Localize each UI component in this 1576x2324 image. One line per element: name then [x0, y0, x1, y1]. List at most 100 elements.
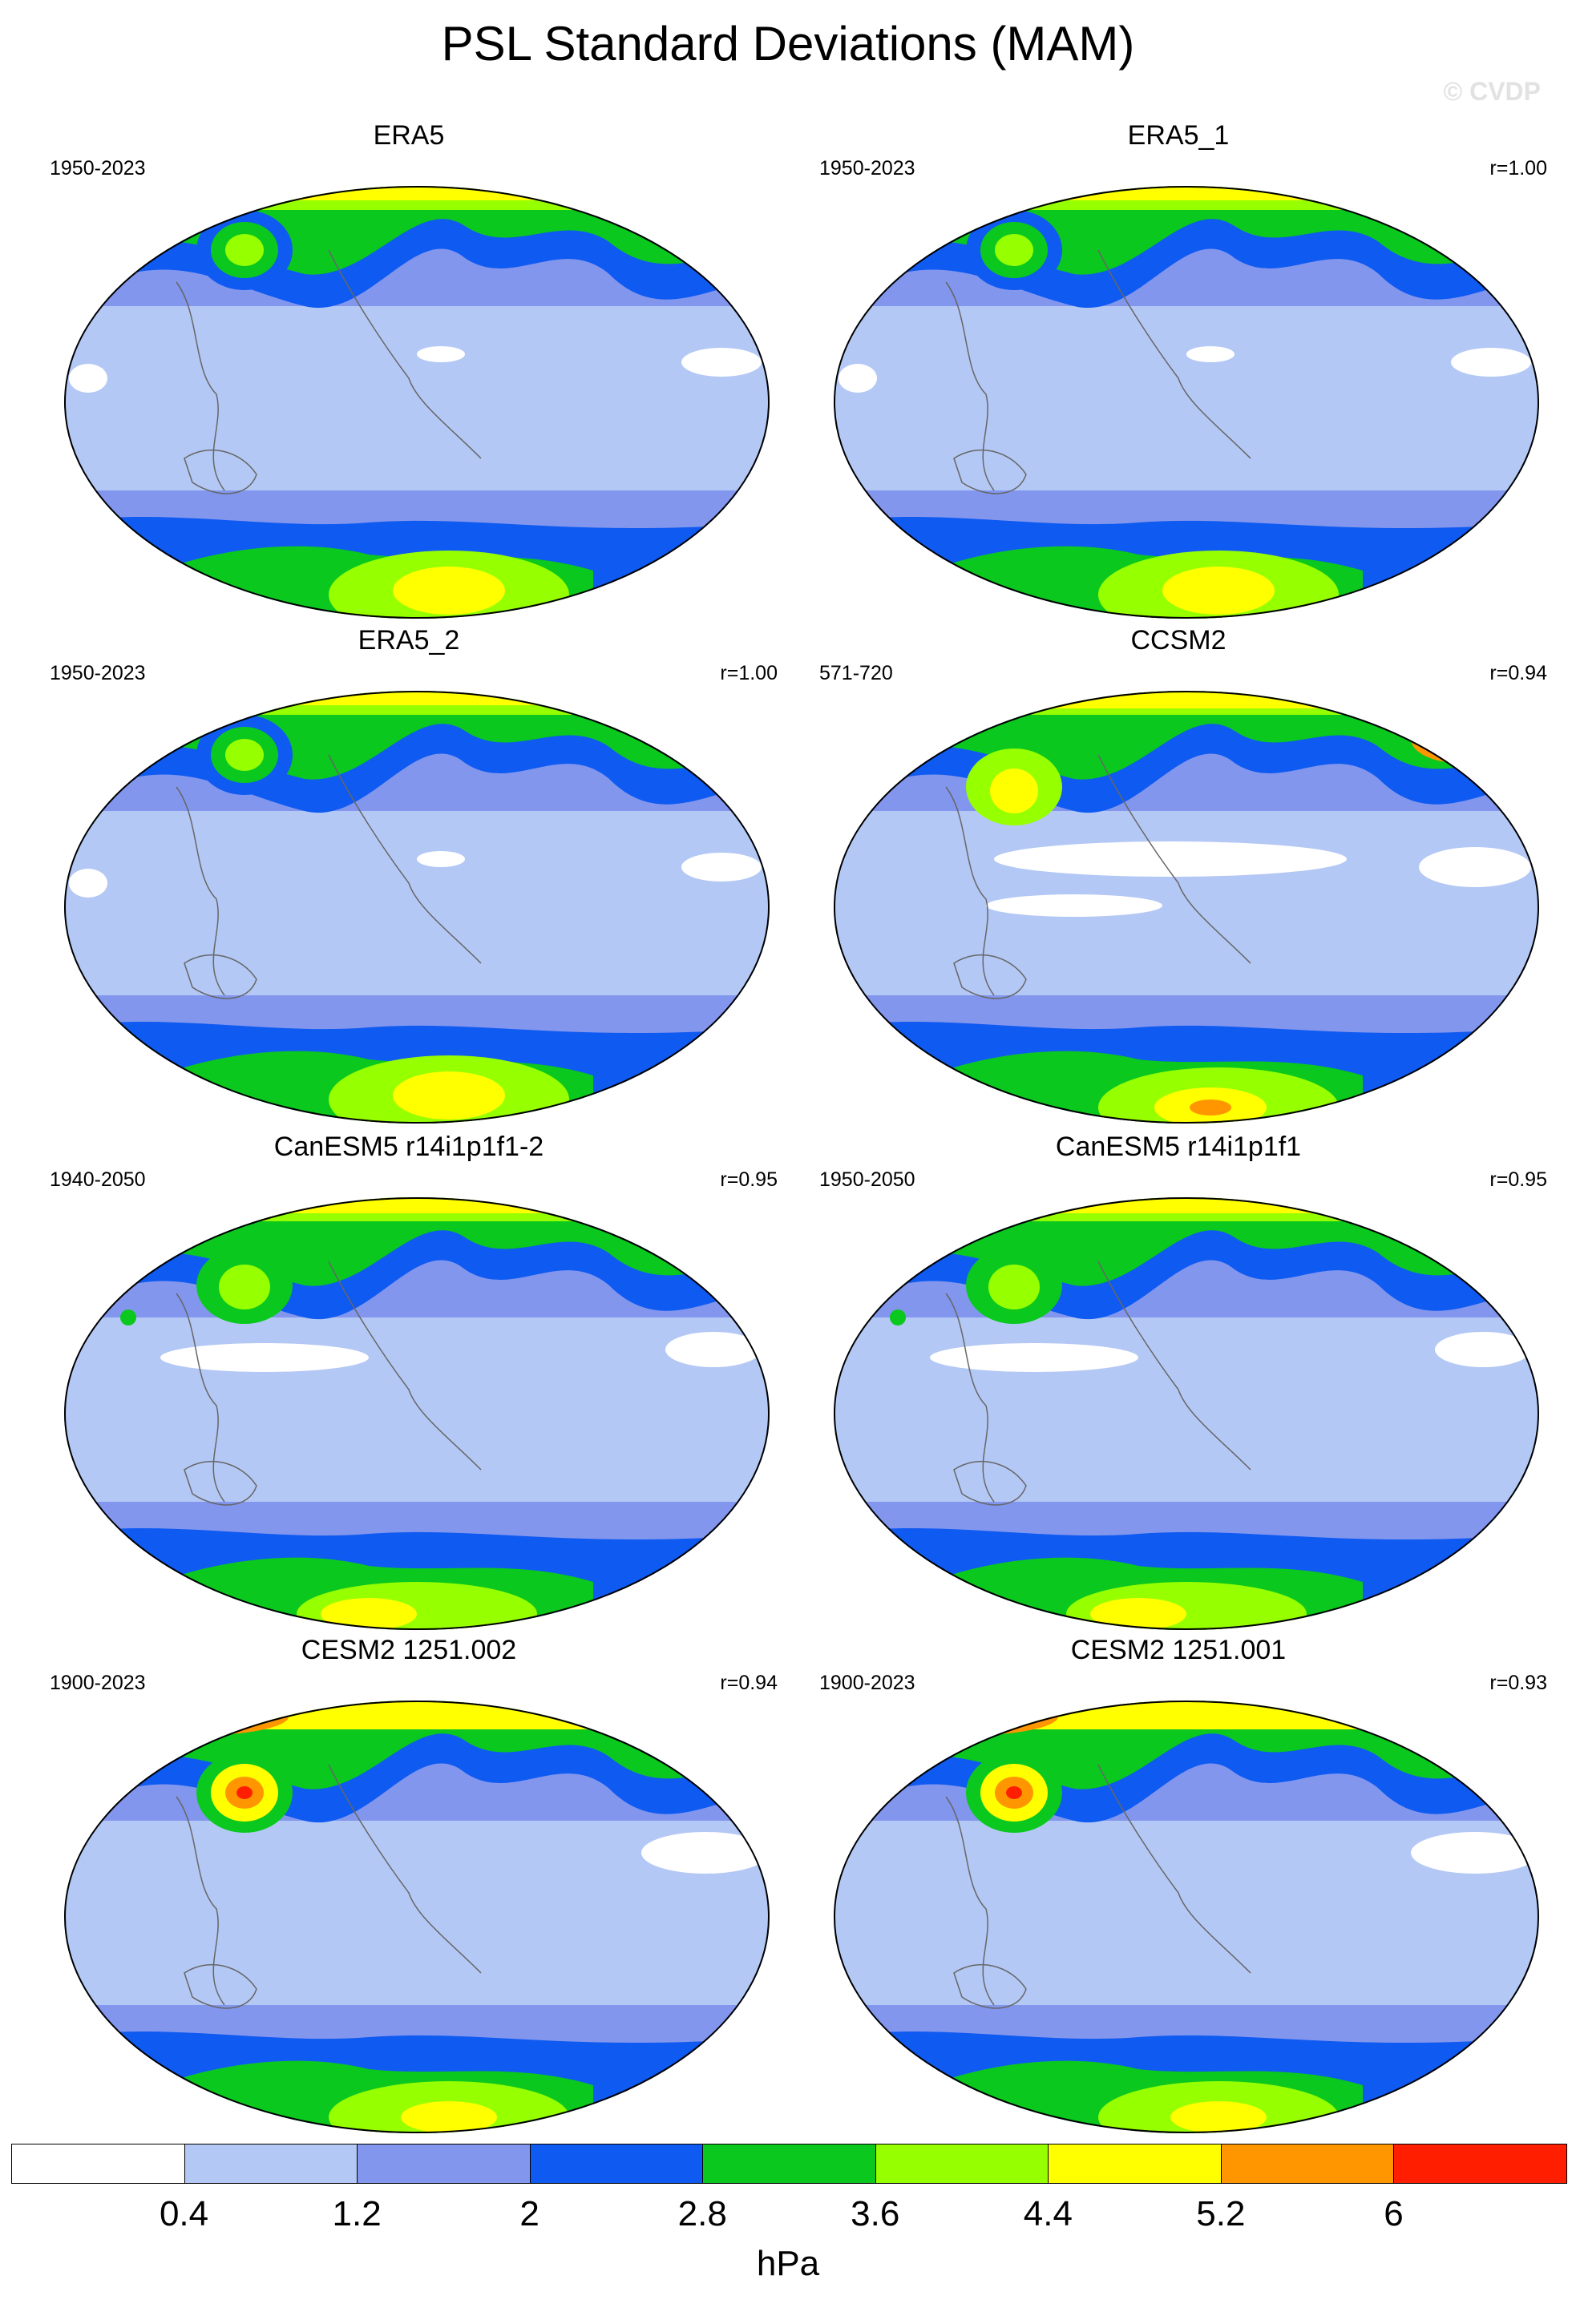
colorbar-segment	[702, 2144, 876, 2184]
map-field	[834, 1701, 1539, 2133]
field-arctic-yellow	[834, 691, 1539, 708]
map-outline	[64, 1197, 770, 1630]
map-panel: CCSM2 571-720 r=0.94	[802, 625, 1555, 1124]
field-europe-red	[1457, 732, 1493, 755]
panel-years: 1900-2023	[819, 1672, 915, 1694]
colorbar-tick-label: 0.4	[159, 2194, 209, 2233]
map-outline	[834, 1197, 1539, 1630]
coastline-asia	[945, 1293, 995, 1503]
field-aleutian-low-core	[225, 739, 264, 771]
coastline-australia	[184, 1963, 257, 2009]
panel-correlation: r=1.00	[1489, 157, 1547, 180]
coastline-australia	[953, 449, 1027, 494]
colorbar-segment	[1393, 2144, 1567, 2184]
map-panel: CESM2 1251.002 1900-2023 r=0.94	[32, 1635, 786, 2133]
coastline-asia	[176, 281, 225, 491]
map-outline	[834, 186, 1539, 619]
map-panel: CESM2 1251.001 1900-2023 r=0.93	[802, 1635, 1555, 2133]
field-pacific-minimum	[930, 1343, 1138, 1372]
map-field	[834, 186, 1539, 619]
field-atlantic-minimum	[681, 348, 762, 377]
field-siberia-red	[112, 1701, 257, 1728]
colorbar-segment	[875, 2144, 1049, 2184]
panel-years: 1950-2023	[50, 157, 146, 180]
coastline-asia	[945, 786, 995, 996]
map-outline	[64, 1701, 770, 2133]
field-aleutian-low-core	[225, 234, 264, 266]
field-southern-ocean-core	[1162, 567, 1275, 615]
coastline-americas	[1097, 1764, 1251, 1974]
colorbar-tick-label: 2	[519, 2194, 539, 2233]
panel-years: 1950-2050	[819, 1168, 915, 1191]
field-arctic-yellow	[64, 186, 770, 200]
panel-correlation: r=0.95	[1489, 1168, 1547, 1191]
panel-title: CESM2 1251.002	[301, 1635, 517, 1665]
map-field	[64, 1701, 770, 2133]
field-southern-ocean-core	[393, 567, 505, 615]
colorbar-tick-label: 3.6	[851, 2194, 900, 2233]
colorbar	[11, 2144, 1567, 2184]
coastline-australia	[953, 1963, 1027, 2009]
map-outline	[834, 691, 1539, 1124]
panel-correlation: r=0.95	[720, 1168, 778, 1191]
field-arctic-yellow	[64, 691, 770, 705]
coastline-americas	[328, 249, 482, 459]
field-aleutian-core	[990, 769, 1038, 813]
map-outline	[64, 691, 770, 1124]
field-equatorial-minimum	[986, 894, 1162, 917]
panel-title: CESM2 1251.001	[1070, 1635, 1287, 1665]
panel-years: 1940-2050	[50, 1168, 146, 1191]
field-aleutian-red	[236, 1786, 253, 1799]
colorbar-segment	[1048, 2144, 1222, 2184]
field-aleutian-core	[219, 1265, 270, 1309]
colorbar-segment	[357, 2144, 531, 2184]
field-arctic-yellow	[64, 1197, 770, 1213]
field-atlantic-minimum	[1451, 348, 1531, 377]
field-aleutian-red	[1006, 1786, 1022, 1799]
panel-years: 571-720	[819, 662, 893, 684]
colorbar-tick-label: 4.4	[1023, 2194, 1073, 2233]
map-field	[64, 691, 770, 1124]
colorbar-segment	[529, 2144, 704, 2184]
field-pacific-minimum	[417, 851, 465, 867]
field-atlantic-minimum	[1435, 1332, 1531, 1367]
field-atlantic-minimum	[641, 1832, 770, 1874]
field-siberia-red	[882, 1701, 1026, 1728]
map-panel: ERA5_1 1950-2023 r=1.00	[802, 120, 1555, 619]
coastline-australia	[184, 449, 257, 494]
colorbar-segment	[184, 2144, 358, 2184]
field-siberia-orange	[922, 1199, 1018, 1225]
panel-correlation: r=0.94	[1489, 662, 1547, 684]
coastline-americas	[1097, 754, 1251, 964]
coastline-australia	[184, 954, 257, 999]
coastline-asia	[176, 1293, 225, 1503]
field-tibet-spot	[120, 1309, 136, 1325]
map-outline	[64, 186, 770, 619]
coastline-americas	[1097, 1261, 1251, 1471]
panel-years: 1950-2023	[819, 157, 915, 180]
colorbar-segment	[11, 2144, 185, 2184]
panel-years: 1950-2023	[50, 662, 146, 684]
panel-correlation: r=0.93	[1489, 1672, 1547, 1694]
colorbar-tick-label: 2.8	[677, 2194, 727, 2233]
panel-years: 1900-2023	[50, 1672, 146, 1694]
panel-correlation: r=0.94	[720, 1672, 778, 1694]
colorbar-segment	[1220, 2144, 1395, 2184]
panel-title: ERA5_2	[358, 625, 460, 656]
field-southern-ocean-yellow	[1090, 1598, 1186, 1630]
field-atlantic-minimum	[681, 853, 762, 882]
coastline-asia	[945, 281, 995, 491]
panel-title: CanESM5 r14i1p1f1	[1055, 1132, 1302, 1162]
coastline-australia	[953, 954, 1027, 999]
field-pacific-minimum	[417, 346, 465, 362]
coastline-asia	[945, 1796, 995, 2006]
coastline-americas	[328, 1764, 482, 1974]
panel-title: CanESM5 r14i1p1f1-2	[273, 1132, 544, 1162]
colorbar-tick-label: 1.2	[332, 2194, 382, 2233]
watermark: © CVDP	[1443, 77, 1541, 106]
panel-title: ERA5	[373, 120, 445, 151]
coastline-asia	[176, 1796, 225, 2006]
field-southern-ocean-yellow	[321, 1598, 417, 1630]
field-atlantic-minimum	[665, 1332, 762, 1367]
field-atlantic-minimum	[1419, 847, 1531, 887]
